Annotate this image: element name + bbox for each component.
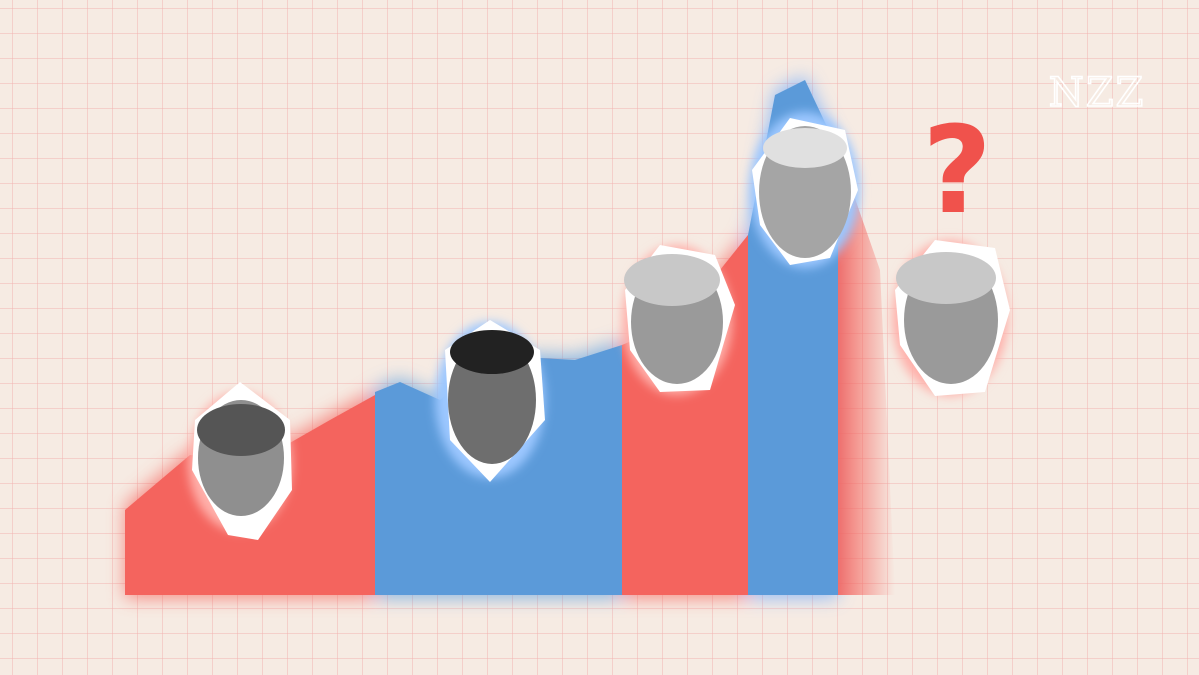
question-mark: ?: [922, 102, 992, 241]
portrait: [188, 382, 292, 540]
portrait: [750, 112, 860, 268]
portrait: [435, 320, 545, 482]
area-fade: [838, 150, 895, 595]
logo: NZZ: [1049, 70, 1146, 116]
portrait: [622, 245, 735, 395]
portrait: [892, 240, 1010, 396]
